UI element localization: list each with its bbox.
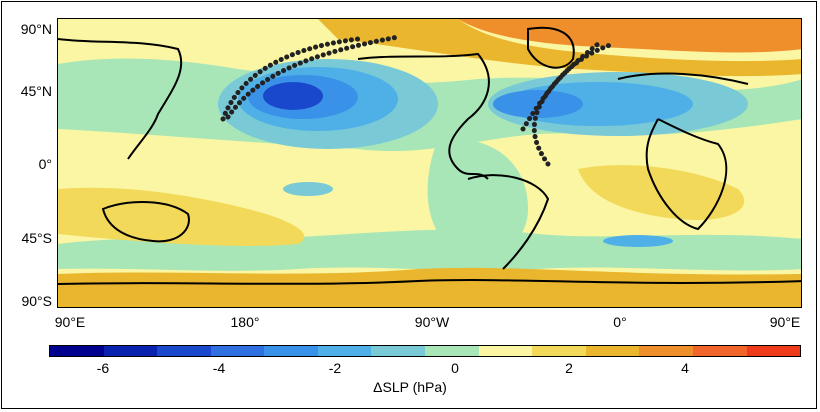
colorbar-tick: 4 — [681, 360, 689, 376]
colorbar-swatch — [692, 346, 747, 356]
coastlines — [58, 26, 801, 285]
lat-label-90s: 90°S — [21, 293, 52, 309]
anomaly-antarctic-gold — [58, 267, 801, 307]
colorbar-swatch — [425, 346, 479, 356]
lon-label-90e-left: 90°E — [54, 314, 86, 330]
track-pacific-2 — [225, 34, 401, 120]
colorbar-tick: -4 — [212, 360, 226, 376]
lat-label-90n: 90°N — [20, 21, 52, 37]
colorbar-swatch — [585, 346, 640, 356]
lat-label-45n: 45°N — [20, 83, 52, 99]
lon-label-90w: 90°W — [414, 314, 450, 330]
storm-tracks — [220, 34, 616, 167]
colorbar-swatch — [478, 346, 533, 356]
colorbar-swatch — [746, 346, 801, 356]
colorbar-tick: 0 — [451, 360, 459, 376]
coastline-asia — [58, 38, 183, 160]
colorbar-tick: 2 — [565, 360, 573, 376]
colorbar-swatch — [532, 346, 586, 356]
coastline-north-america — [357, 52, 490, 180]
colorbar-tick: -6 — [96, 360, 110, 376]
colorbar-swatch — [264, 346, 318, 356]
track-pacific-1 — [220, 36, 361, 122]
colorbar-swatch — [157, 346, 211, 356]
anomaly-arctic-gold — [318, 19, 801, 77]
coastline-greenland — [527, 26, 575, 69]
coastline-europe-africa — [617, 72, 749, 231]
coastline-australia — [101, 201, 190, 243]
lon-label-90e-right: 90°E — [769, 314, 801, 330]
track-atlantic-2 — [520, 41, 616, 132]
colorbar-swatch — [317, 346, 372, 356]
anomaly-central-teal — [427, 138, 528, 253]
anomaly-atlantic-south-gold — [578, 165, 745, 220]
lat-label-equator: 0° — [38, 156, 52, 172]
anomaly-tropical-low — [283, 182, 333, 196]
colorbar-title: ΔSLP (hPa) — [373, 379, 447, 395]
colorbar-tick: -2 — [328, 360, 342, 376]
lat-label-45s: 45°S — [21, 230, 52, 246]
lon-label-0: 0° — [613, 314, 627, 330]
coastline-south-america — [467, 174, 550, 270]
colorbar-swatch — [50, 346, 104, 356]
colorbar — [49, 345, 801, 357]
anomaly-south-atlantic-low — [603, 235, 673, 247]
slp-anomaly-map — [58, 19, 801, 307]
map-panel — [57, 18, 802, 308]
colorbar-swatch — [210, 346, 265, 356]
colorbar-swatch — [103, 346, 158, 356]
anomaly-pacific-low-core — [263, 82, 323, 110]
coastline-antarctica — [58, 279, 801, 285]
colorbar-swatch — [371, 346, 426, 356]
colorbar-swatch — [639, 346, 693, 356]
lon-label-180: 180° — [230, 314, 260, 330]
